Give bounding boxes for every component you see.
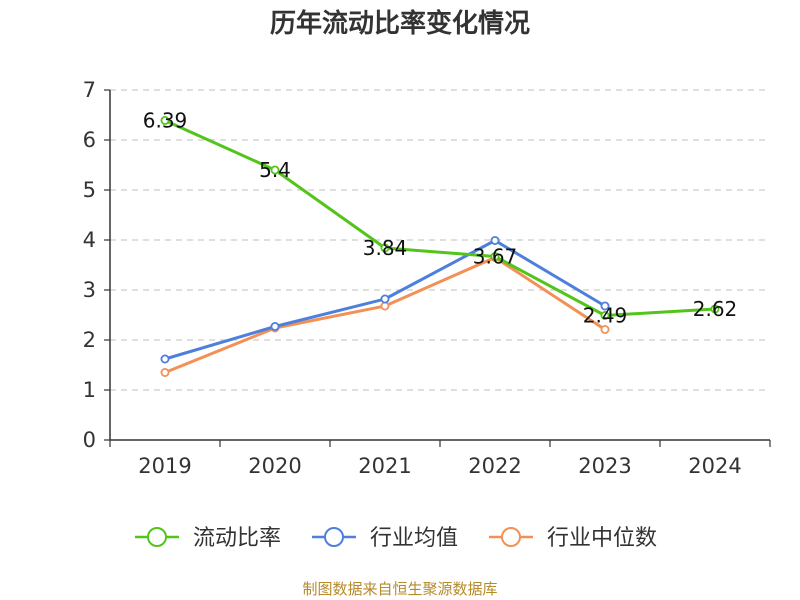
legend[interactable]: 流动比率 行业均值 行业中位数 bbox=[135, 526, 657, 551]
data-point[interactable] bbox=[490, 235, 500, 245]
x-tick-label: 2024 bbox=[688, 454, 741, 478]
legend-marker-icon bbox=[147, 527, 167, 547]
y-tick-label: 3 bbox=[83, 278, 96, 302]
grid-lines bbox=[110, 89, 770, 391]
x-tick-label: 2023 bbox=[578, 454, 631, 478]
data-point[interactable] bbox=[270, 321, 280, 331]
legend-item[interactable]: 行业均值 bbox=[312, 526, 458, 551]
legend-item[interactable]: 行业中位数 bbox=[489, 526, 657, 551]
y-tick-label: 1 bbox=[83, 378, 96, 402]
x-tick-label: 2022 bbox=[468, 454, 521, 478]
y-tick-label: 7 bbox=[83, 78, 96, 102]
data-label: 3.84 bbox=[363, 236, 408, 260]
chart-title: 历年流动比率变化情况 bbox=[270, 8, 530, 39]
data-point[interactable] bbox=[270, 165, 280, 175]
x-tick-label: 2021 bbox=[358, 454, 411, 478]
data-label: 5.4 bbox=[259, 158, 291, 182]
y-tick-label: 4 bbox=[83, 228, 96, 252]
data-labels: 6.39 5.4 3.84 3.67 2.49 2.62 bbox=[143, 109, 738, 328]
legend-marker-icon bbox=[501, 527, 521, 547]
legend-marker-icon bbox=[324, 527, 344, 547]
data-point[interactable] bbox=[710, 304, 720, 314]
y-tick-label: 0 bbox=[83, 428, 96, 452]
data-point[interactable] bbox=[160, 354, 170, 364]
x-tick-label: 2019 bbox=[138, 454, 191, 478]
data-point[interactable] bbox=[160, 367, 170, 377]
legend-label: 行业均值 bbox=[370, 526, 458, 551]
data-label: 3.67 bbox=[473, 245, 518, 269]
series-lines bbox=[160, 116, 720, 377]
data-point[interactable] bbox=[600, 301, 610, 311]
y-tick-label: 5 bbox=[83, 178, 96, 202]
data-label: 2.62 bbox=[693, 297, 738, 321]
series-line bbox=[164, 256, 606, 374]
legend-item[interactable]: 流动比率 bbox=[135, 526, 281, 551]
axes: 0 1 2 3 4 5 6 7 2019 2020 2021 2022 2023 2024 bbox=[83, 78, 771, 478]
legend-label: 行业中位数 bbox=[547, 526, 657, 551]
series-line bbox=[164, 119, 716, 317]
data-point[interactable] bbox=[380, 243, 390, 253]
y-tick-label: 2 bbox=[83, 328, 96, 352]
data-point[interactable] bbox=[160, 116, 170, 126]
data-label: 6.39 bbox=[143, 109, 188, 133]
data-point[interactable] bbox=[380, 294, 390, 304]
source-note: 制图数据来自恒生聚源数据库 bbox=[302, 580, 497, 598]
data-label: 2.49 bbox=[583, 304, 628, 328]
y-tick-label: 6 bbox=[83, 128, 96, 152]
legend-label: 流动比率 bbox=[193, 526, 281, 551]
data-point[interactable] bbox=[600, 324, 610, 334]
x-tick-label: 2020 bbox=[248, 454, 301, 478]
data-point[interactable] bbox=[490, 251, 500, 261]
data-point[interactable] bbox=[600, 310, 610, 320]
